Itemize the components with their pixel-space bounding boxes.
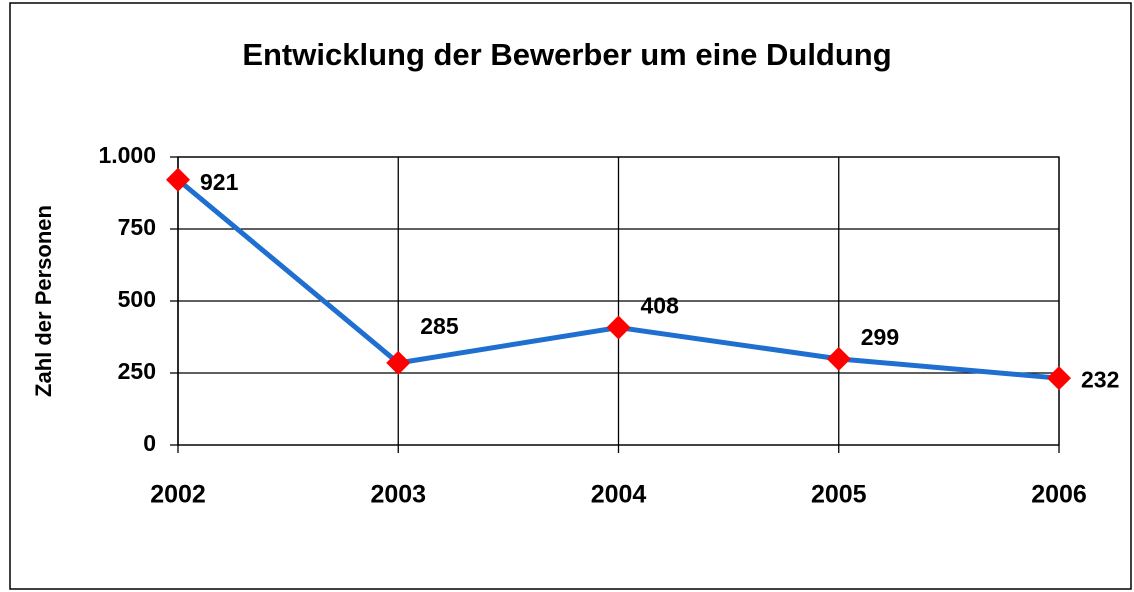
chart-frame <box>9 2 1132 590</box>
marker <box>166 167 190 192</box>
y-axis-label: Zahl der Personen <box>31 205 56 397</box>
chart-title: Entwicklung der Bewerber um eine Duldung <box>242 37 891 72</box>
y-tick-label: 750 <box>118 214 156 240</box>
y-tick-label: 250 <box>118 358 156 384</box>
data-label: 408 <box>641 293 680 319</box>
x-tick-label: 2005 <box>811 481 867 509</box>
x-tick-label: 2006 <box>1031 481 1087 509</box>
data-label: 921 <box>200 169 239 195</box>
y-tick-label: 500 <box>118 286 156 312</box>
marker <box>606 315 631 340</box>
marker <box>386 350 411 375</box>
y-tick-label: 0 <box>143 430 156 456</box>
x-tick-label: 2004 <box>591 481 647 509</box>
data-label: 285 <box>420 313 459 339</box>
x-tick-label: 2002 <box>150 481 206 509</box>
data-label: 232 <box>1081 366 1119 392</box>
marker <box>1047 366 1071 391</box>
data-label: 299 <box>861 324 899 350</box>
y-tick-label: 1.000 <box>98 142 156 168</box>
x-tick-label: 2003 <box>370 481 426 509</box>
marker <box>826 346 851 371</box>
